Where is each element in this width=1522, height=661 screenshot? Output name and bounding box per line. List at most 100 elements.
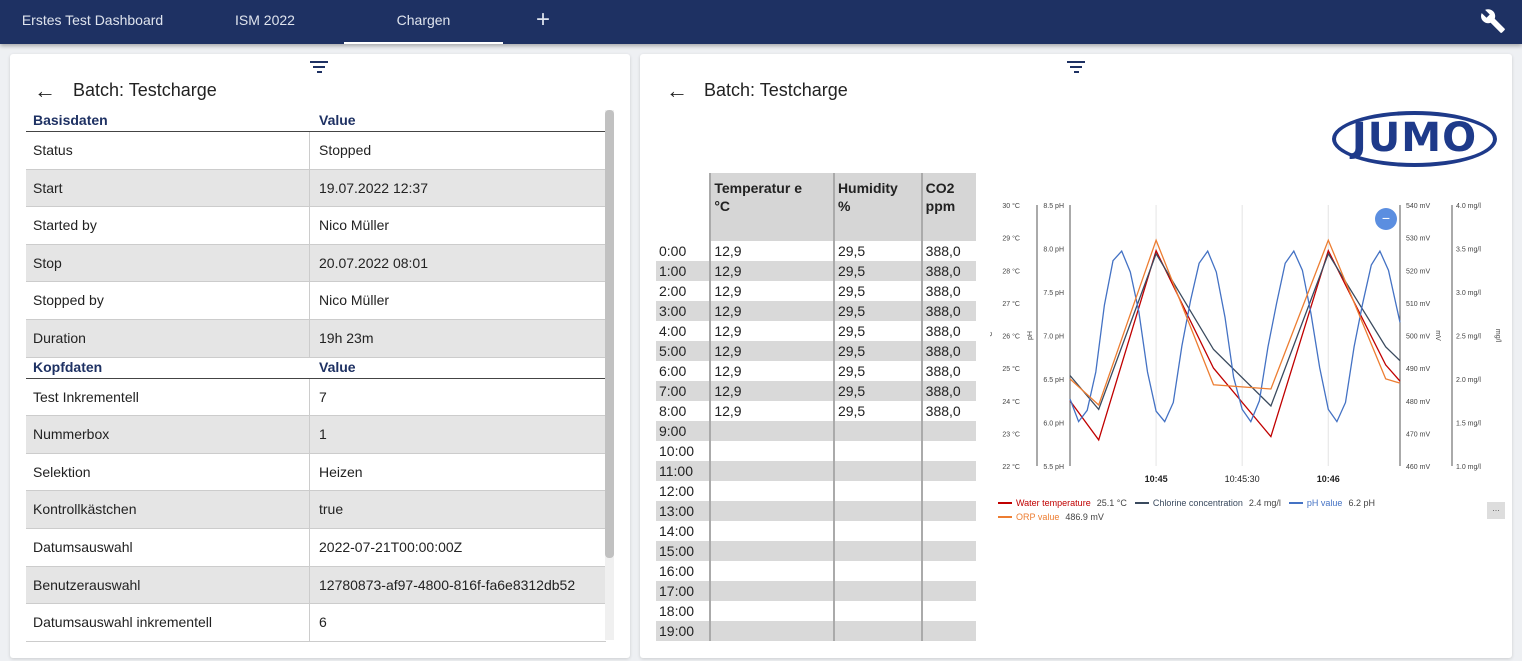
cell-time: 14:00: [659, 522, 695, 539]
column-unit: °C: [714, 198, 731, 214]
cell-value: [920, 461, 976, 481]
cell-value: 29,5: [832, 261, 922, 281]
tab-chargen[interactable]: Chargen: [344, 0, 503, 44]
cell-time: 8:00: [659, 402, 687, 419]
axis-title: pH: [1027, 331, 1034, 340]
cell-value: [920, 501, 976, 521]
legend-value: 486.9 mV: [1065, 512, 1104, 522]
column-header: Temperatur e °C: [709, 173, 834, 241]
cell-value: 29,5: [832, 301, 922, 321]
cell-time: 3:00: [656, 301, 711, 321]
cell-time: 4:00: [659, 322, 687, 339]
cell-value: [709, 541, 834, 561]
cell-value: 388,0: [920, 261, 976, 281]
y-tick-label: 530 mV: [1406, 236, 1430, 243]
table-row: 9:00: [656, 421, 976, 441]
legend-item[interactable]: Chlorine concentration 2.4 mg/l: [1134, 498, 1281, 508]
legend-item[interactable]: Water temperature 25.1 °C: [998, 498, 1127, 508]
section-title: Kopfdaten: [33, 358, 103, 375]
cell-time: 6:00: [659, 362, 687, 379]
table-header: Temperatur e °C Humidity% CO2 ppm: [656, 173, 976, 241]
tab-erstes-test-dashboard[interactable]: Erstes Test Dashboard: [21, 12, 164, 28]
scrollbar[interactable]: [605, 110, 614, 640]
row-label: Nummerbox: [26, 416, 310, 453]
table-row: 5:00 12,9 29,5 388,0: [656, 341, 976, 361]
y-tick-label: 8.5 pH: [1043, 203, 1064, 210]
table-row: Stop 20.07.2022 08:01: [26, 244, 606, 283]
filter-icon[interactable]: [1067, 61, 1085, 75]
row-value: 20.07.2022 08:01: [319, 254, 428, 271]
row-value: 6: [319, 614, 327, 631]
legend-label: ORP value: [1016, 512, 1060, 522]
wrench-icon[interactable]: [1480, 8, 1506, 34]
measurement-table: Temperatur e °C Humidity% CO2 ppm 0:00 12,9 29,…: [656, 173, 976, 641]
table-row: 12:00: [656, 481, 976, 501]
y-tick-label: 28 °C: [1002, 267, 1020, 275]
cell-value: [920, 421, 976, 441]
series-line-orp-value: [1069, 238, 1401, 407]
y-tick-label: 26 °C: [1002, 333, 1020, 341]
cell-value: 29,5: [832, 241, 922, 261]
back-arrow-icon[interactable]: ←: [666, 78, 688, 103]
table-row: Kontrollkästchen true: [26, 491, 606, 529]
cell-value: [709, 621, 834, 641]
more-button[interactable]: ...: [1487, 502, 1505, 519]
y-tick-label: 27 °C: [1002, 300, 1020, 308]
legend-label: Chlorine concentration: [1152, 498, 1243, 508]
legend-item[interactable]: ORP value 486.9 mV: [998, 512, 1104, 522]
cell-value: 12,9: [709, 261, 834, 281]
legend-swatch: [998, 516, 1012, 518]
cell-value: [832, 461, 922, 481]
table-row: 18:00: [656, 601, 976, 621]
table-row: 1:00 12,9 29,5 388,0: [656, 261, 976, 281]
cell-value: 29,5: [832, 401, 922, 421]
y-tick-label: 2.5 mg/l: [1456, 334, 1481, 341]
row-value: 2022-07-21T00:00:00Z: [319, 538, 463, 555]
tab-ism-2022[interactable]: ISM 2022: [235, 12, 295, 28]
filter-icon[interactable]: [310, 61, 328, 75]
table-row: 10:00: [656, 441, 976, 461]
table-row: Test Inkrementell 7: [26, 378, 606, 417]
table-row: Stopped by Nico Müller: [26, 282, 606, 320]
plus-icon[interactable]: +: [536, 6, 551, 33]
table-row: 16:00: [656, 561, 976, 581]
cell-value: 388,0: [920, 281, 976, 301]
cell-value: [709, 501, 834, 521]
zoom-out-button[interactable]: −: [1375, 208, 1397, 230]
cell-value: 29,5: [832, 341, 922, 361]
legend-swatch: [1288, 502, 1303, 504]
column-name: Temperatur e: [714, 180, 802, 196]
row-label: Stopped by: [26, 282, 310, 319]
cell-value: [832, 621, 922, 641]
cell-value: [832, 601, 922, 621]
scrollbar-thumb[interactable]: [605, 110, 614, 558]
row-value: 12780873-af97-4800-816f-fa6e8312db52: [319, 576, 576, 593]
cell-value: [920, 481, 976, 501]
cell-value: [709, 461, 834, 481]
top-nav: Erstes Test Dashboard ISM 2022 Chargen +: [0, 0, 1522, 44]
cell-time: 2:00: [659, 282, 687, 299]
legend-item[interactable]: pH value 6.2 pH: [1288, 498, 1375, 508]
legend-swatch: [1134, 502, 1149, 504]
table-row: 11:00: [656, 461, 976, 481]
cell-value: [709, 601, 834, 621]
y-tick-label: 470 mV: [1406, 431, 1430, 438]
y-tick-label: 7.5 pH: [1043, 290, 1064, 297]
table-row: 13:00: [656, 501, 976, 521]
cell-value: [832, 481, 922, 501]
row-label: Start: [26, 169, 310, 207]
cell-value: 12,9: [709, 401, 834, 421]
cell-value: 388,0: [920, 241, 976, 261]
series-line-ph-value: [1069, 249, 1401, 423]
cell-value: [709, 581, 834, 601]
series-line-chlorine-concentration: [1069, 252, 1401, 411]
table-row: 15:00: [656, 541, 976, 561]
cell-time: 19:00: [656, 621, 711, 641]
table-row: Status Stopped: [26, 132, 606, 170]
cell-value: 29,5: [832, 381, 922, 401]
cell-value: 29,5: [832, 361, 922, 381]
x-tick-label: 10:45:30: [1225, 474, 1260, 484]
back-arrow-icon[interactable]: ←: [34, 78, 56, 103]
row-value: 19h 23m: [319, 329, 374, 346]
legend-label: Water temperature: [1016, 498, 1091, 508]
